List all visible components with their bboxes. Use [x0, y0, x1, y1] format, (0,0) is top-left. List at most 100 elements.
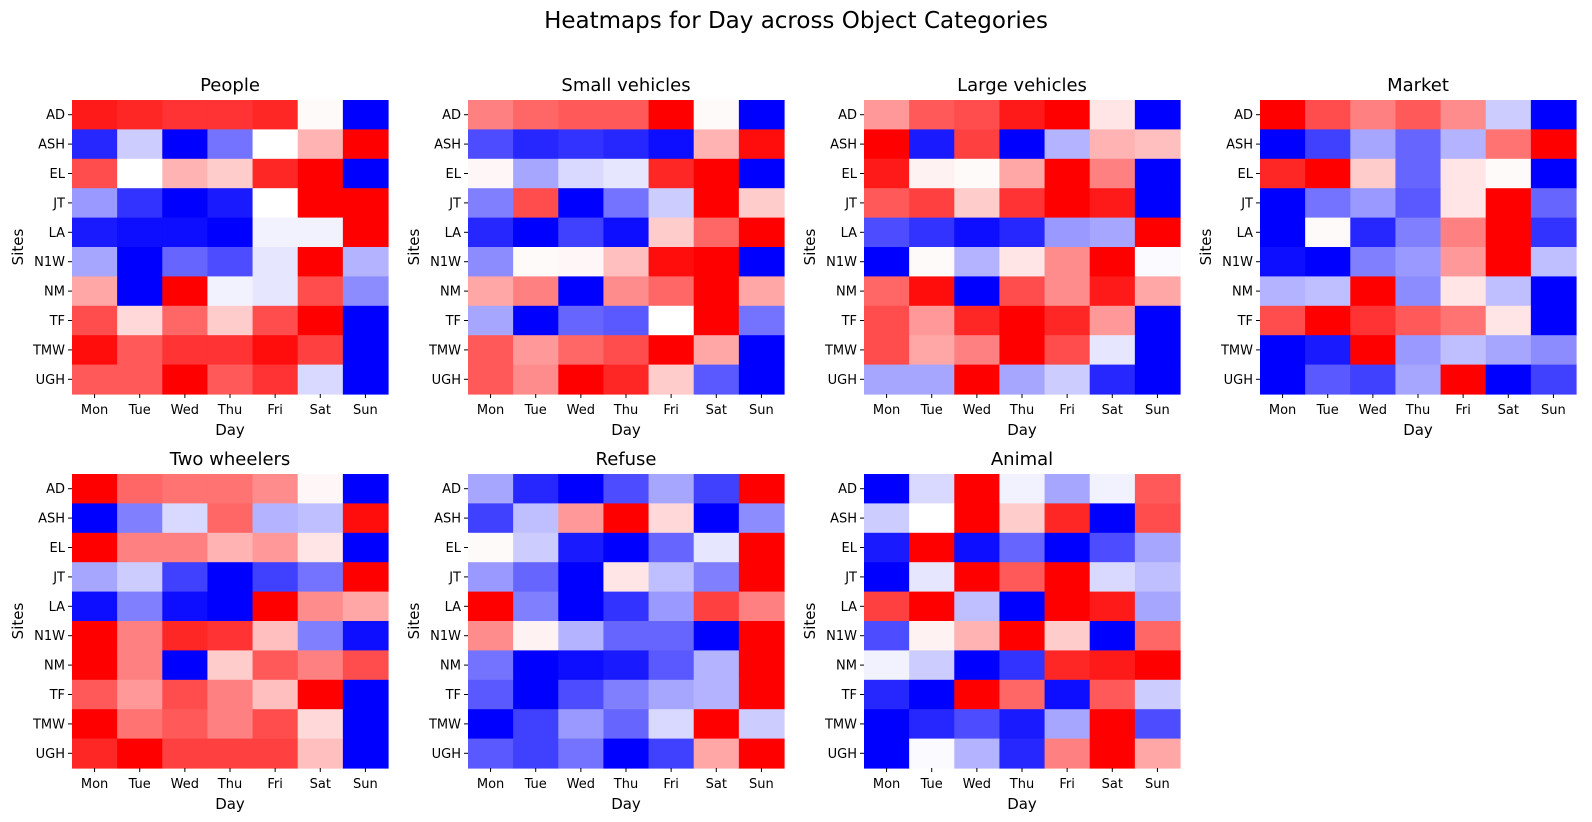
heatmap-cell	[693, 129, 740, 160]
heatmap-cell	[117, 650, 163, 681]
heatmap-cell	[297, 100, 344, 130]
heatmap-cell	[999, 335, 1046, 366]
heatmap-cell	[603, 591, 650, 622]
y-tick-label: TF	[445, 688, 461, 703]
heatmap-cell	[117, 738, 163, 769]
heatmap-cell	[252, 738, 299, 769]
heatmap-cell	[1395, 247, 1442, 277]
x-axis-label: Day	[215, 421, 245, 439]
heatmap-cell	[72, 709, 118, 740]
heatmap-cell	[864, 129, 910, 160]
heatmap-cell	[909, 591, 955, 622]
heatmap-cell	[693, 562, 740, 593]
heatmap-cell	[693, 158, 740, 189]
heatmap-cell	[1134, 532, 1181, 563]
y-tick-label: JT	[448, 570, 461, 585]
heatmap-cell	[1134, 100, 1181, 130]
heatmap-cell	[1440, 100, 1487, 130]
heatmap-cell	[1395, 335, 1442, 366]
y-tick-label: TMW	[428, 343, 461, 358]
heatmap-cell	[72, 621, 118, 651]
heatmap-cell	[72, 276, 118, 307]
heatmap-cell	[1440, 305, 1487, 336]
heatmap-cell	[1530, 129, 1577, 160]
heatmap-cell	[1260, 158, 1306, 189]
heatmap-cell	[297, 503, 344, 534]
heatmap-cell	[603, 276, 650, 307]
heatmap-cell	[558, 562, 605, 593]
heatmap-cell	[1260, 335, 1306, 366]
heatmap-cell	[1089, 335, 1136, 366]
heatmap-cell	[207, 738, 254, 769]
y-tick-label: UGH	[432, 373, 461, 388]
heatmap-cell	[468, 247, 514, 277]
heatmap-cell	[1260, 217, 1306, 248]
panel-title: Refuse	[596, 449, 657, 470]
heatmap-cell	[1089, 621, 1136, 651]
heatmap-cell	[738, 474, 785, 504]
heatmap-cell	[1485, 364, 1532, 395]
heatmap-cell	[909, 709, 955, 740]
heatmap-cell	[207, 709, 254, 740]
heatmap-cell	[162, 679, 209, 710]
heatmap-cell	[999, 364, 1046, 395]
x-tick-label: Tue	[1316, 403, 1339, 418]
y-tick-label: NM	[836, 285, 857, 300]
heatmap-cell	[909, 650, 955, 681]
heatmap-cell	[72, 335, 118, 366]
heatmap-cell	[558, 364, 605, 395]
heatmap-cell	[1530, 276, 1577, 307]
heatmap-cell	[1044, 188, 1091, 219]
heatmap-cell	[558, 188, 605, 219]
heatmap-cell	[603, 562, 650, 593]
heatmap-cell	[207, 621, 254, 651]
heatmap-cell	[513, 158, 559, 189]
heatmap-cell	[1485, 305, 1532, 336]
y-tick-label: ASH	[830, 138, 857, 153]
heatmap-cell	[648, 335, 695, 366]
heatmap-cell	[648, 217, 695, 248]
heatmap-cell	[468, 364, 514, 395]
heatmap-cell	[1089, 217, 1136, 248]
heatmap-cell	[1305, 129, 1351, 160]
heatmap-cell	[909, 679, 955, 710]
panel-title: People	[200, 75, 260, 96]
heatmap-cell	[1350, 364, 1397, 395]
heatmap-cell	[1305, 247, 1351, 277]
heatmap-cell	[693, 532, 740, 563]
heatmap-cell	[864, 188, 910, 219]
heatmap-cell	[72, 679, 118, 710]
heatmap-cell	[1485, 158, 1532, 189]
heatmap-cell	[1089, 503, 1136, 534]
y-tick-label: N1W	[826, 629, 857, 644]
y-tick-label: AD	[1234, 108, 1253, 123]
x-tick-label: Wed	[171, 403, 199, 418]
heatmap-cell	[1395, 129, 1442, 160]
y-tick-label: N1W	[430, 629, 461, 644]
heatmap-cell	[864, 276, 910, 307]
x-tick-label: Sat	[706, 777, 727, 792]
x-tick-label: Mon	[1269, 403, 1296, 418]
heatmap-cell	[1530, 100, 1577, 130]
heatmap-cell	[117, 709, 163, 740]
heatmap-cell	[1260, 100, 1306, 130]
heatmap-cell	[864, 335, 910, 366]
heatmap-cell	[738, 738, 785, 769]
heatmap-cell	[252, 129, 299, 160]
heatmap-cell	[1350, 188, 1397, 219]
heatmap-cell	[558, 738, 605, 769]
heatmap-cell	[1485, 100, 1532, 130]
heatmap-cell	[207, 158, 254, 189]
heatmap-cell	[342, 247, 389, 277]
heatmap-cell	[648, 503, 695, 534]
heatmap-cell	[513, 591, 559, 622]
heatmap-cell	[864, 562, 910, 593]
heatmap-cell	[162, 247, 209, 277]
heatmap-cell	[738, 364, 785, 395]
heatmap-cell	[558, 276, 605, 307]
heatmap-cell	[72, 738, 118, 769]
heatmap-cell	[909, 335, 955, 366]
heatmap-cell	[1485, 276, 1532, 307]
heatmap-cell	[1395, 158, 1442, 189]
heatmap-cell	[558, 158, 605, 189]
